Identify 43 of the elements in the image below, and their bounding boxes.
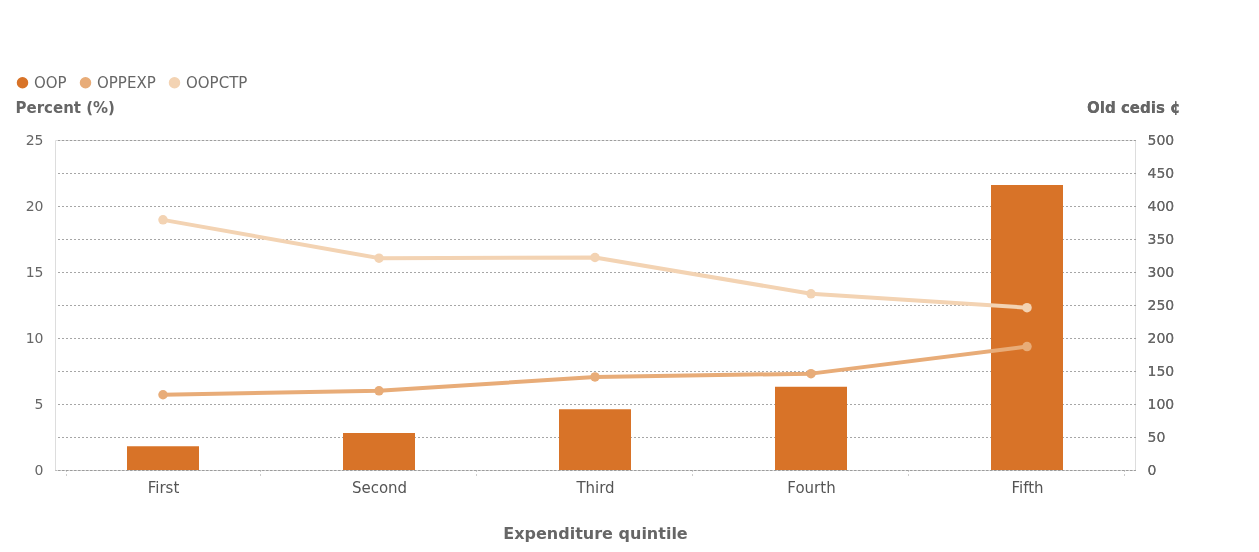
point bbox=[158, 390, 168, 400]
y2-tick-label: 350 bbox=[1147, 230, 1175, 247]
y2-tick-label: 250 bbox=[1147, 296, 1175, 313]
y2-tick-label: 100 bbox=[1147, 395, 1175, 412]
point bbox=[1022, 302, 1032, 313]
y-tick-label: 5 bbox=[34, 395, 44, 412]
x-tick-label: Second bbox=[351, 478, 408, 497]
bar bbox=[775, 386, 847, 470]
point bbox=[806, 368, 816, 379]
legend-label: OPPEXP bbox=[97, 73, 156, 92]
point bbox=[374, 386, 384, 396]
y2-tick-label: 0 bbox=[1147, 461, 1157, 478]
y2-tick-label: 150 bbox=[1147, 362, 1175, 379]
y-tick-label: 15 bbox=[25, 263, 44, 280]
y-tick-label: 25 bbox=[25, 131, 44, 148]
point bbox=[590, 372, 600, 382]
y-axis-title: Percent (%) bbox=[15, 98, 115, 117]
point bbox=[374, 253, 384, 263]
y2-tick-label: 500 bbox=[1147, 131, 1175, 148]
point bbox=[806, 289, 816, 299]
y-tick-label: 10 bbox=[25, 329, 44, 346]
y2-tick-label: 300 bbox=[1147, 263, 1175, 280]
x-axis-title: Expenditure quintile bbox=[503, 523, 688, 543]
bar bbox=[559, 409, 631, 470]
x-tick-label: Fifth bbox=[1011, 478, 1044, 497]
legend-label: OOP bbox=[34, 73, 67, 92]
x-tick-label: Third bbox=[575, 478, 615, 497]
y-tick-label: 0 bbox=[34, 461, 44, 478]
y2-tick-label: 200 bbox=[1147, 329, 1175, 346]
y2-tick-label: 450 bbox=[1147, 164, 1175, 181]
point bbox=[1022, 341, 1032, 352]
y2-tick-label: 400 bbox=[1147, 197, 1175, 214]
point bbox=[158, 215, 168, 225]
legend-label: OOPCTP bbox=[186, 73, 248, 92]
x-tick-label: First bbox=[147, 478, 180, 497]
y2-tick-label: 50 bbox=[1147, 428, 1166, 445]
bar bbox=[127, 446, 199, 470]
x-tick-label: Fourth bbox=[787, 478, 836, 497]
y2-axis-title: Old cedis ¢ bbox=[1087, 98, 1181, 117]
point bbox=[590, 252, 600, 263]
bar bbox=[991, 184, 1063, 470]
bar bbox=[343, 433, 415, 470]
y-tick-label: 20 bbox=[25, 197, 44, 214]
